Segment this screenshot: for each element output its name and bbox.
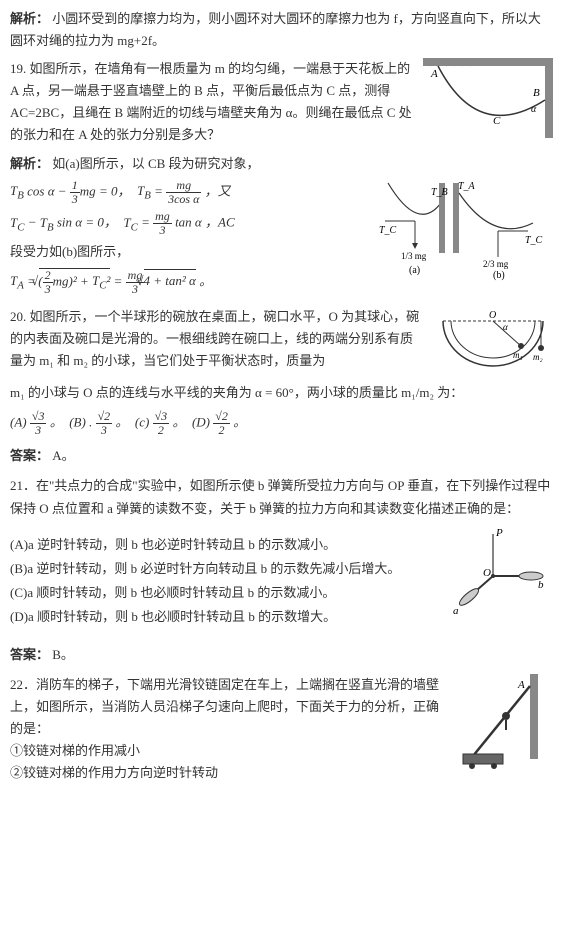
q20-text: 20. 如图所示，一个半球形的碗放在桌面上，碗口水平，O 为其球心，碗的内表面及… xyxy=(10,306,425,372)
q22-text: 22．消防车的梯子，下端用光滑铰链固定在车上，上端搁在竖直光滑的墙壁上，如图所示… xyxy=(10,674,450,740)
q21-opt-B: (B)a 逆时针转动，则 b 必逆时针方向转动且 b 的示数先减小后增大。 xyxy=(10,558,435,580)
svg-text:m₁: m₁ xyxy=(513,350,523,360)
svg-text:α: α xyxy=(503,322,508,332)
q22-o2: ②铰链对梯的作用力方向逆时针转动 xyxy=(10,762,450,784)
q19-label-B: B xyxy=(533,87,540,99)
svg-text:b: b xyxy=(538,579,544,591)
q20-answer: 答案： A。 xyxy=(10,445,553,467)
q22-block: 22．消防车的梯子，下端用光滑铰链固定在车上，上端搁在竖直光滑的墙壁上，如图所示… xyxy=(10,674,553,784)
svg-text:T_B: T_B xyxy=(431,187,448,198)
q22-figure: A xyxy=(458,674,553,769)
svg-text:m₂: m₂ xyxy=(533,352,543,362)
svg-text:P: P xyxy=(495,527,503,539)
q21-opt-D: (D)a 顺时针转动，则 b 也必顺时针转动且 b 的示数增大。 xyxy=(10,606,435,628)
q20-text2: m₁ 的小球与 O 点的连线与水平线的夹角为 α = 60°，两小球的质量比 m… xyxy=(10,382,553,404)
q19-label-C: C xyxy=(493,115,501,127)
q19-figure: A B C α xyxy=(423,58,553,138)
q19-text: 19. 如图所示，在墙角有一根质量为 m 的均匀绳，一端悬于天花板上的 A 点，… xyxy=(10,58,415,146)
svg-text:(a): (a) xyxy=(409,265,420,276)
q21-body: (A)a 逆时针转动，则 b 也必逆时针转动且 b 的示数减小。 (B)a 逆时… xyxy=(10,526,553,636)
svg-text:a: a xyxy=(453,605,459,616)
q21-figure: P O b a xyxy=(443,526,553,616)
analysis-label: 解析： xyxy=(10,11,49,26)
q20-options: (A) √33 。 (B) . √23 。 (c) √32 。 (D) √22 … xyxy=(10,410,553,437)
q19-label-alpha: α xyxy=(531,104,537,115)
svg-text:2/3 mg: 2/3 mg xyxy=(483,259,509,269)
q19-eq2-tail: ，AC xyxy=(205,215,235,230)
q19-eq2: TC − TB sin α = 0， TC = mg3 tan α ，AC xyxy=(10,210,335,237)
q21-answer: 答案： B。 xyxy=(10,644,553,666)
q21-ans-label: 答案： xyxy=(10,647,49,662)
analysis-block: 解析： 小圆环受到的摩擦力均为，则小圆环对大圆环的摩擦力也为 f，方向竖直向下，… xyxy=(10,8,553,52)
q21-opt-A: (A)a 逆时针转动，则 b 也必逆时针转动且 b 的示数减小。 xyxy=(10,534,435,556)
svg-text:A: A xyxy=(517,679,525,691)
svg-text:O: O xyxy=(483,567,491,579)
q19-solution: 解析： 如(a)图所示，以 CB 段为研究对象， TB cos α − 13mg… xyxy=(10,153,553,300)
svg-text:(b): (b) xyxy=(493,270,505,281)
q19-eq3: TA = (23mg)² + TC² = mg34 + tan² α 。 xyxy=(10,268,335,296)
svg-text:T_A: T_A xyxy=(458,181,476,192)
q19-sol-lead: 如(a)图所示，以 CB 段为研究对象， xyxy=(52,156,259,171)
q19-block: 19. 如图所示，在墙角有一根质量为 m 的均匀绳，一端悬于天花板上的 A 点，… xyxy=(10,58,553,146)
q21-opt-C: (C)a 顺时针转动，则 b 也必顺时针转动且 b 的示数减小。 xyxy=(10,582,435,604)
q20-ans-val: A。 xyxy=(52,448,74,463)
q19-eq1-tail: ，又 xyxy=(205,183,231,198)
q22-o1: ①铰链对梯的作用减小 xyxy=(10,740,450,762)
q20-figure: O α m₁ m₂ xyxy=(433,306,553,376)
q20-ans-label: 答案： xyxy=(10,448,49,463)
q21-text: 21．在"共点力的合成"实验中，如图所示使 b 弹簧所受拉力方向与 OP 垂直，… xyxy=(10,475,553,519)
q19-sol-mid: 段受力如(b)图所示， xyxy=(10,241,335,263)
svg-text:T_C: T_C xyxy=(525,235,543,246)
svg-text:1/3 mg: 1/3 mg xyxy=(401,251,427,261)
q21-ans-val: B。 xyxy=(52,647,74,662)
q19-eq1: TB cos α − 13mg = 0， TB = mg3cos α ，又 xyxy=(10,179,335,206)
q19-sol-label: 解析： xyxy=(10,156,49,171)
q19-sol-figure: 1/3 mg T_C T_B (a) 2/3 mg T_C T_A (b) xyxy=(343,153,553,283)
svg-text:T_C: T_C xyxy=(379,225,397,236)
analysis-text: 小圆环受到的摩擦力均为，则小圆环对大圆环的摩擦力也为 f，方向竖直向下，所以大圆… xyxy=(10,11,541,48)
q20-block: 20. 如图所示，一个半球形的碗放在桌面上，碗口水平，O 为其球心，碗的内表面及… xyxy=(10,306,553,376)
q19-label-A: A xyxy=(430,68,438,80)
svg-text:O: O xyxy=(489,310,496,321)
